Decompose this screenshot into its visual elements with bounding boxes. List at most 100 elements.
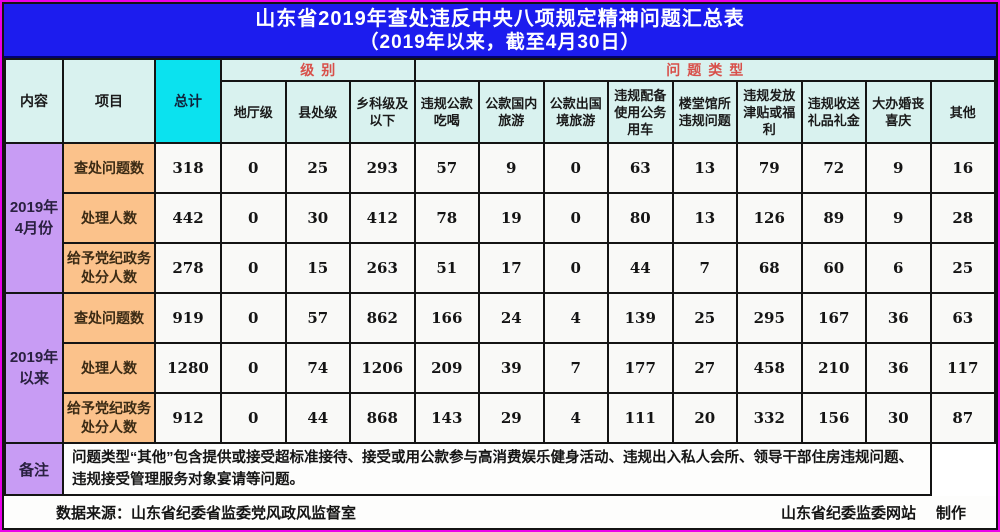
column-header: 县处级 <box>284 80 351 144</box>
data-value: 24 <box>478 292 545 344</box>
data-value: 17 <box>478 242 545 294</box>
data-value: 293 <box>349 142 416 194</box>
data-value: 25 <box>284 142 351 194</box>
total-value: 919 <box>154 292 222 344</box>
data-value: 68 <box>736 242 803 294</box>
data-value: 117 <box>929 342 996 394</box>
data-value: 1206 <box>349 342 416 394</box>
data-value: 167 <box>800 292 867 344</box>
remark-text: 问题类型“其他”包含提供或接受超标准接待、接受或用公款参与高消费娱乐健身活动、违… <box>62 442 932 496</box>
data-value: 7 <box>542 342 609 394</box>
data-value: 332 <box>736 392 803 444</box>
data-value: 57 <box>284 292 351 344</box>
column-header-row: 地厅级 县处级 乡科级及以下 违规公款吃喝 公款国内旅游 公款出国境旅游 违规配备使用公务用… <box>5 80 996 144</box>
corner-header-content: 内容 <box>4 58 64 144</box>
item-label: 处理人数 <box>62 192 156 244</box>
table-row: 2019年 4月份 查处问题数 318 0 25 293 57 9 0 63 13 79 72 9 16 <box>4 142 996 294</box>
data-value: 143 <box>413 392 480 444</box>
total-value: 912 <box>154 392 222 444</box>
data-value: 0 <box>542 142 609 194</box>
data-value: 9 <box>865 192 932 244</box>
data-value: 126 <box>736 192 803 244</box>
data-value: 20 <box>671 392 738 444</box>
data-value: 0 <box>220 342 287 394</box>
page-subtitle: （2019年以来，截至4月30日） <box>359 32 641 53</box>
data-value: 60 <box>800 242 867 294</box>
data-value: 16 <box>929 142 996 194</box>
data-value: 44 <box>607 242 674 294</box>
table-row: 处理人数 442 0 30 412 78 19 0 80 13 126 89 9 28 <box>5 192 996 244</box>
data-value: 57 <box>413 142 480 194</box>
data-value: 78 <box>413 192 480 244</box>
column-header: 地厅级 <box>220 80 287 144</box>
data-value: 13 <box>671 142 738 194</box>
data-value: 39 <box>478 342 545 394</box>
data-value: 13 <box>671 192 738 244</box>
data-value: 0 <box>542 242 609 294</box>
data-value: 210 <box>800 342 867 394</box>
total-value: 278 <box>154 242 222 294</box>
data-value: 80 <box>607 192 674 244</box>
data-value: 36 <box>865 342 932 394</box>
data-value: 29 <box>478 392 545 444</box>
data-value: 868 <box>349 392 416 444</box>
data-value: 4 <box>542 292 609 344</box>
remark-label: 备注 <box>4 442 64 496</box>
column-header: 乡科级及以下 <box>349 80 416 144</box>
column-header: 违规配备使用公务用车 <box>607 80 674 144</box>
column-header: 大办婚丧喜庆 <box>865 80 932 144</box>
group-header-level: 级别 <box>220 58 416 82</box>
total-value: 318 <box>154 142 222 194</box>
data-value: 295 <box>736 292 803 344</box>
item-label: 给予党纪政务处分人数 <box>62 392 156 444</box>
item-label: 处理人数 <box>62 342 156 394</box>
data-value: 7 <box>671 242 738 294</box>
data-value: 0 <box>220 392 287 444</box>
column-header: 公款出国境旅游 <box>542 80 609 144</box>
title-bar: 山东省2019年查处违反中央八项规定精神问题汇总表 （2019年以来，截至4月3… <box>4 4 996 58</box>
table-row: 给予党纪政务处分人数 278 0 15 263 51 17 0 44 7 68 60 6 25 <box>5 242 996 294</box>
data-value: 30 <box>865 392 932 444</box>
credit-site: 山东省纪委监委网站 <box>780 504 916 522</box>
data-value: 209 <box>413 342 480 394</box>
data-source-text: 数据来源：山东省纪委省监委党风政风监督室 <box>56 504 357 522</box>
row-group-label: 2019年 4月份 <box>4 142 64 294</box>
column-header: 违规发放津贴或福利 <box>736 80 803 144</box>
data-value: 156 <box>800 392 867 444</box>
data-value: 6 <box>865 242 932 294</box>
data-value: 63 <box>929 292 996 344</box>
item-label: 查处问题数 <box>62 142 156 194</box>
data-value: 0 <box>220 142 287 194</box>
data-value: 263 <box>349 242 416 294</box>
column-header: 违规公款吃喝 <box>413 80 480 144</box>
data-value: 51 <box>413 242 480 294</box>
column-header: 公款国内旅游 <box>478 80 545 144</box>
data-value: 111 <box>607 392 674 444</box>
data-value: 9 <box>865 142 932 194</box>
data-value: 0 <box>542 192 609 244</box>
table-row: 2019年 以来 查处问题数 919 0 57 862 166 24 4 139 25 295 167 3… <box>4 292 996 444</box>
data-value: 166 <box>413 292 480 344</box>
data-value: 87 <box>929 392 996 444</box>
credit-text: 山东省纪委监委网站 制作 <box>781 502 966 523</box>
data-value: 72 <box>800 142 867 194</box>
page-title: 山东省2019年查处违反中央八项规定精神问题汇总表 <box>255 8 745 30</box>
data-value: 19 <box>478 192 545 244</box>
data-value: 862 <box>349 292 416 344</box>
data-value: 63 <box>607 142 674 194</box>
data-value: 30 <box>284 192 351 244</box>
data-value: 27 <box>671 342 738 394</box>
data-value: 139 <box>607 292 674 344</box>
data-value: 44 <box>284 392 351 444</box>
data-value: 0 <box>220 192 287 244</box>
data-value: 177 <box>607 342 674 394</box>
data-value: 0 <box>220 292 287 344</box>
table-row: 给予党纪政务处分人数 912 0 44 868 143 29 4 111 20 332 156 30 87 <box>5 392 996 444</box>
row-group-label: 2019年 以来 <box>4 292 64 444</box>
summary-table: 内容 项目 总计 级别 问题类型 地厅级 县处级 乡科级及以下 违规公款吃喝 公款国内旅… <box>4 58 996 496</box>
item-label: 查处问题数 <box>62 292 156 344</box>
data-value: 89 <box>800 192 867 244</box>
data-value: 36 <box>865 292 932 344</box>
